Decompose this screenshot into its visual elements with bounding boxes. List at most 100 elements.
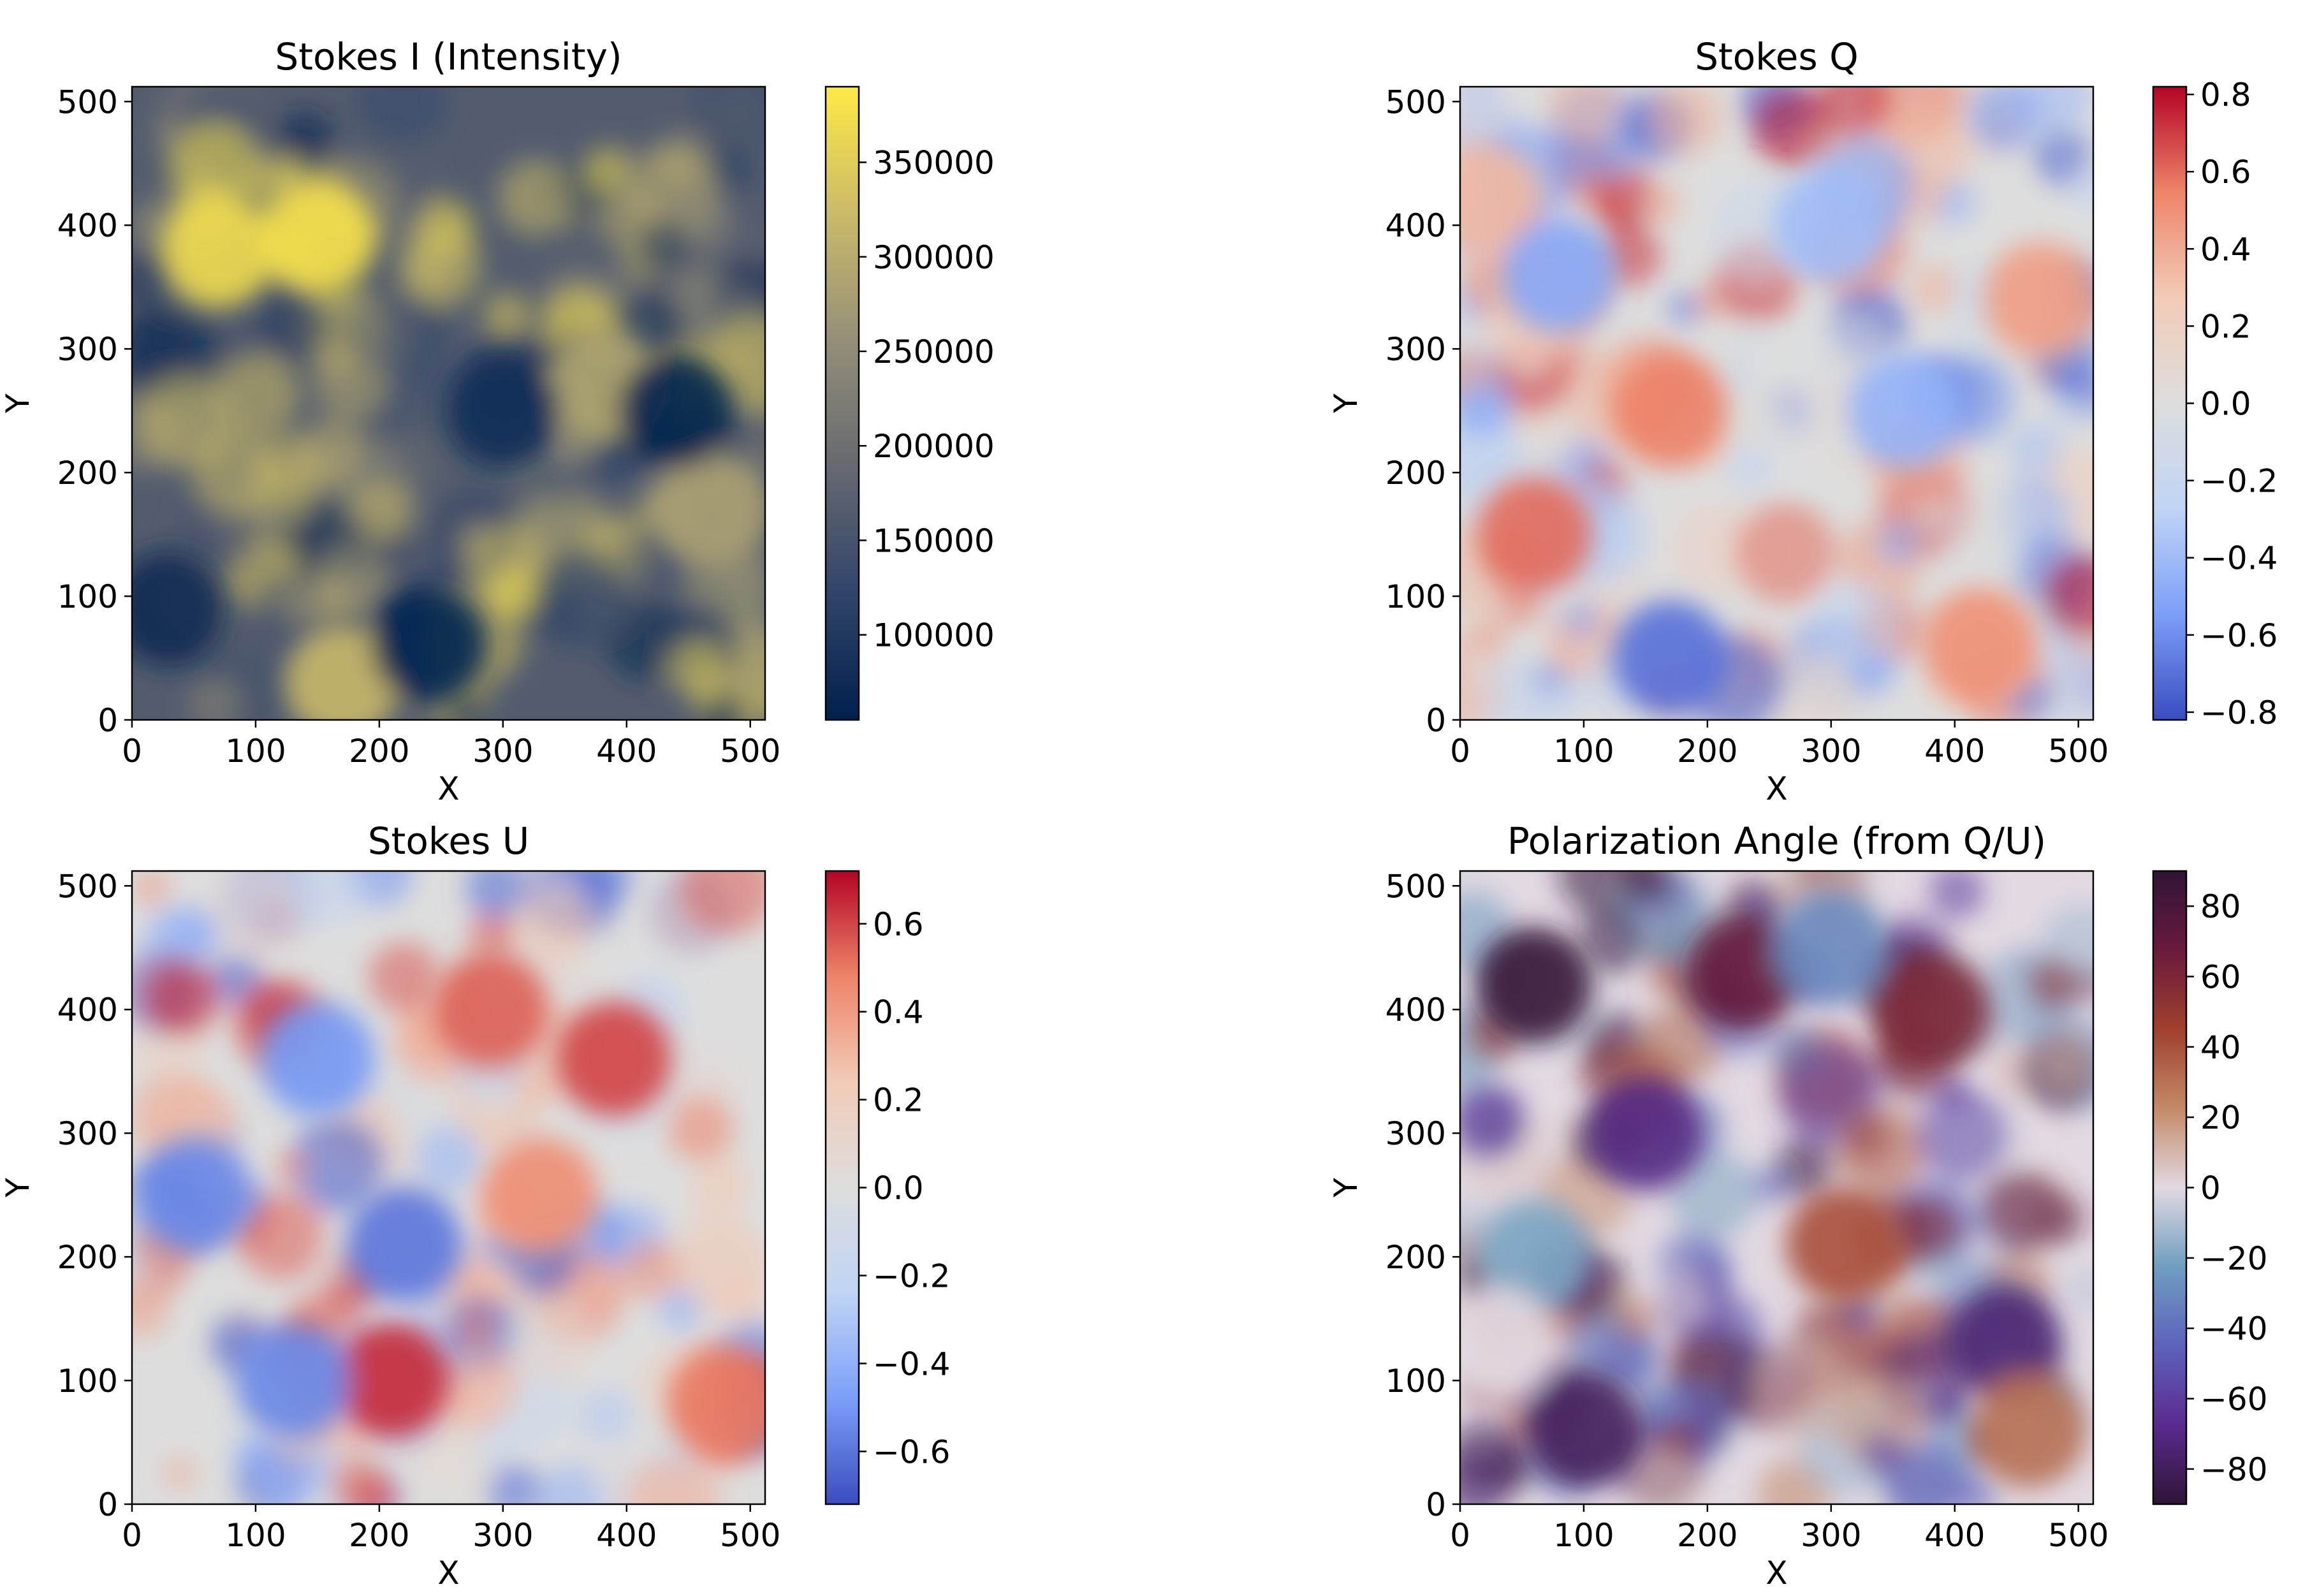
heatmap-feature-4 (1872, 952, 1987, 1067)
x-tick-label: 0 (122, 733, 142, 770)
y-tick-label: 0 (98, 1486, 118, 1523)
y-tick-label: 400 (1385, 207, 1446, 244)
y-tick-label: 200 (1385, 455, 1446, 492)
colorbar (824, 870, 860, 1505)
x-tick-label: 200 (1677, 1517, 1737, 1554)
colorbar-tick-label: 200000 (873, 428, 995, 465)
colorbar-tick-label: 0.6 (873, 906, 924, 943)
heatmap-feature-9 (445, 353, 560, 469)
heatmap-feature-2 (1612, 353, 1728, 469)
y-tick-label: 200 (57, 455, 118, 492)
heatmap-feature-9 (1773, 168, 1889, 283)
colorbar-tick-label: −0.4 (873, 1345, 950, 1382)
y-tick-label: 400 (57, 992, 118, 1029)
x-tick-label: 0 (1450, 1517, 1470, 1554)
colorbar-tick-label: 0.8 (2200, 77, 2251, 113)
chart-panel-4: 0 100 200 300 400 5000100200300400500Polariza… (1327, 819, 2268, 1592)
colorbar (824, 85, 860, 721)
colorbar-tick-label: 250000 (873, 333, 995, 370)
colorbar-tick-label: 80 (2200, 888, 2241, 925)
heatmap-features (1460, 143, 2093, 716)
x-tick-label: 400 (1924, 733, 1985, 770)
y-tick-label: 200 (1385, 1239, 1446, 1276)
heatmap-feature-6 (1612, 601, 1728, 716)
heatmap-feature-9 (1460, 1285, 1555, 1401)
y-tick-label: 500 (1385, 84, 1446, 121)
y-tick-label: 300 (57, 1115, 118, 1152)
colorbar-tick-label: 0 (2200, 1170, 2221, 1207)
colorbar-tick-label: 0.0 (873, 1170, 924, 1207)
y-tick-label: 0 (1426, 1486, 1446, 1523)
y-tick-label: 100 (1385, 578, 1446, 615)
x-tick-label: 100 (225, 733, 286, 770)
colorbar-tick-label: 40 (2200, 1029, 2241, 1066)
y-axis-label: Y (0, 393, 36, 414)
x-tick-label: 400 (596, 733, 657, 770)
heatmap-feature-1 (1687, 915, 1802, 1030)
x-tick-label: 400 (596, 1517, 657, 1554)
y-axis-label: Y (1327, 393, 1364, 414)
colorbar-tick-label: −40 (2200, 1310, 2268, 1347)
heatmap-feature-6 (1526, 1372, 1641, 1488)
x-axis-label: X (437, 770, 459, 807)
x-tick-label: 100 (1553, 733, 1614, 770)
heatmap-feature-11 (1971, 1372, 2087, 1488)
y-tick-label: 200 (57, 1239, 118, 1276)
colorbar (2152, 870, 2188, 1505)
colorbar-tick-label: −0.6 (873, 1433, 950, 1470)
y-tick-label: 0 (98, 702, 118, 739)
heatmap-features (136, 952, 765, 1463)
colorbar-tick-label: 150000 (873, 522, 995, 559)
x-axis-label: X (437, 1555, 459, 1592)
x-tick-label: 300 (472, 1517, 533, 1554)
y-tick-label: 500 (1385, 868, 1446, 905)
chart-title: Stokes Q (1695, 35, 1859, 78)
x-tick-label: 500 (720, 733, 780, 770)
y-tick-label: 300 (57, 331, 118, 368)
colorbar-tick-label: −0.4 (2200, 540, 2277, 577)
heatmap-field (1460, 87, 2093, 720)
heatmap-field (1460, 871, 2093, 1504)
y-tick-label: 400 (57, 207, 118, 244)
y-tick-label: 0 (1426, 702, 1446, 739)
y-tick-label: 300 (1385, 331, 1446, 368)
chart-panel-2: 0 100 200 300 400 500 0 100 200 300 400 500 Stokes Q… (1327, 35, 2277, 807)
heatmap-feature-6 (136, 1138, 251, 1253)
heatmap-feature-4 (1922, 588, 2037, 703)
heatmap-feature-6 (132, 551, 227, 666)
colorbar-tick-label: −0.2 (2200, 463, 2277, 500)
heatmap-feature-7 (1502, 217, 1617, 332)
heatmap-feature-1 (334, 1323, 450, 1439)
x-tick-label: 400 (1924, 1517, 1985, 1554)
x-tick-label: 300 (1801, 1517, 1861, 1554)
heatmap-feature-3 (1786, 1187, 1901, 1302)
colorbar-tick-label: −0.6 (2200, 617, 2277, 654)
chart-title: Polarization Angle (from Q/U) (1507, 819, 2046, 863)
colorbar (2152, 85, 2188, 721)
heatmap-feature-2 (260, 180, 375, 295)
colorbar-tick-label: 0.4 (873, 994, 924, 1031)
x-tick-label: 0 (122, 1517, 142, 1554)
heatmap-feature-5 (655, 452, 765, 567)
heatmap-field (132, 871, 765, 1504)
colorbar-tick-label: 0.4 (2200, 231, 2251, 268)
heatmap-feature-5 (1460, 143, 1542, 258)
colorbar-tick-label: 300000 (873, 239, 995, 276)
heatmap-feature-7 (1947, 1285, 2062, 1401)
colorbar-tick-label: 350000 (873, 145, 995, 182)
y-tick-label: 300 (1385, 1115, 1446, 1152)
heatmap-feature-8 (260, 1001, 375, 1116)
colorbar-tick-label: −20 (2200, 1240, 2268, 1277)
axes-frame (1459, 870, 2095, 1505)
heatmap-features (132, 180, 765, 720)
axes-frame (131, 870, 766, 1505)
x-axis-label: X (1766, 1555, 1787, 1592)
colorbar-tick-label: 0.0 (2200, 386, 2251, 423)
colorbar-tick-label: −0.8 (2200, 694, 2277, 731)
heatmap-feature-5 (483, 1138, 598, 1253)
x-tick-label: 300 (472, 733, 533, 770)
colorbar-tick-label: −60 (2200, 1381, 2268, 1418)
colorbar-tick-label: −0.2 (873, 1257, 950, 1294)
x-tick-label: 200 (349, 733, 409, 770)
